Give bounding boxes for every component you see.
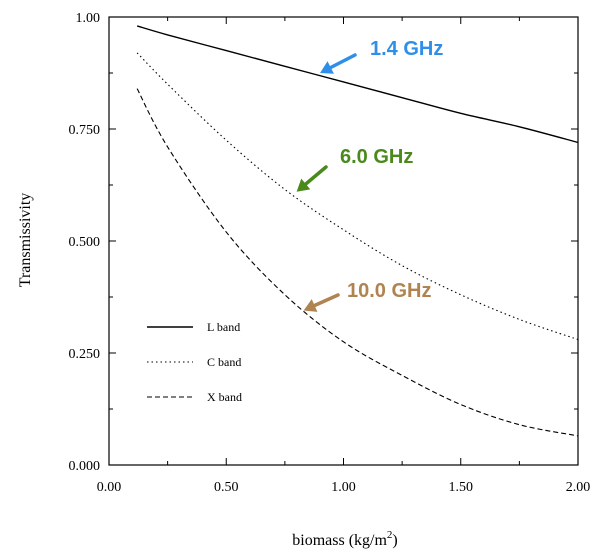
x-tick-label: 0.00 <box>97 480 122 495</box>
annotation-arrow-shaft <box>328 53 357 70</box>
annotation-arrow-shaft <box>304 165 328 186</box>
annotation-arrow-head <box>296 178 311 192</box>
x-axis-label-main: biomass (kg/m <box>292 532 387 549</box>
plot-frame <box>108 16 579 466</box>
plot-border <box>108 16 579 466</box>
y-tick-label: 0.250 <box>69 347 101 362</box>
series-line-l-band <box>136 25 579 144</box>
y-tick-label: 0.750 <box>69 123 101 138</box>
legend-label-x-band: X band <box>207 390 242 404</box>
annotation-arrow-shaft <box>312 293 340 308</box>
x-axis-label-sup: 2 <box>387 529 393 541</box>
series-lines <box>136 25 579 437</box>
y-tick-label: 1.00 <box>76 11 101 26</box>
y-axis-label: Transmissivity <box>17 193 34 288</box>
legend-label-c-band: C band <box>207 355 241 369</box>
legend-label-l-band: L band <box>207 320 240 334</box>
x-tick-label: 1.50 <box>449 480 474 495</box>
annotation-arrow-head <box>320 61 334 74</box>
annotations: 1.4 GHz 6.0 GHz 10.0 GHz <box>296 38 443 312</box>
axis-ticks <box>108 16 579 466</box>
x-axis-label: biomass (kg/m2) <box>292 529 398 549</box>
x-axis-label-end: ) <box>392 532 397 549</box>
series-line-x-band <box>136 88 579 437</box>
legend: L band C band X band <box>147 320 242 404</box>
series-line-c-band <box>136 52 579 341</box>
annotation-label: 6.0 GHz <box>340 146 413 168</box>
x-tick-label: 2.00 <box>566 480 591 495</box>
tick-labels: 0.00 0.50 1.00 1.50 2.00 0.000 0.250 0.500 0.750… <box>69 11 591 495</box>
x-tick-label: 1.00 <box>331 480 356 495</box>
y-tick-label: 0.000 <box>69 459 101 474</box>
y-tick-label: 0.500 <box>69 235 101 250</box>
annotation-arrow-head <box>303 299 318 312</box>
annotation-label: 1.4 GHz <box>370 38 443 60</box>
annotation-label: 10.0 GHz <box>347 280 431 302</box>
x-tick-label: 0.50 <box>214 480 239 495</box>
